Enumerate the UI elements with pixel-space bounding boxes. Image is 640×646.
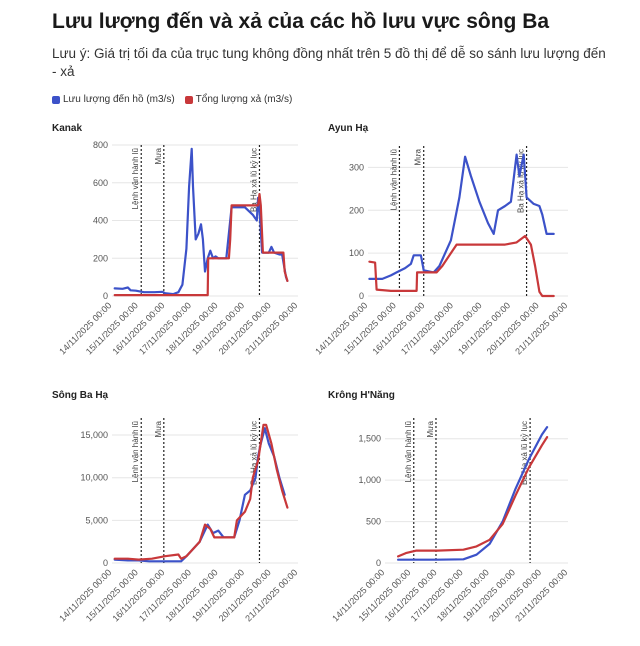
page-subtitle: Lưu ý: Giá trị tối đa của trục tung khôn… <box>52 46 606 79</box>
inflow-series-line <box>368 153 555 280</box>
y-tick-label: 100 <box>349 248 364 258</box>
y-tick-label: 0 <box>103 291 108 301</box>
y-tick-label: 600 <box>93 178 108 188</box>
y-tick-label: 200 <box>93 253 108 263</box>
annotation-label: Mưa <box>154 147 163 164</box>
legend-swatch-outflow <box>184 95 193 104</box>
annotation-label: Ba Hạ xả lũ kỷ lục <box>520 421 529 485</box>
inflow-series-line <box>397 426 549 561</box>
annotation-label: Ba Hạ xả lũ kỷ lục <box>517 149 526 213</box>
annotation-label: Lệnh vận hành lũ <box>131 148 140 209</box>
y-tick-label: 1,000 <box>358 475 381 485</box>
chart-title: Sông Ba Hạ <box>52 390 109 401</box>
y-tick-label: 5,000 <box>85 515 108 525</box>
y-tick-label: 800 <box>93 140 108 150</box>
x-date-label: 21/11/2025 00:00 <box>513 300 569 356</box>
y-tick-label: 0 <box>376 558 381 568</box>
page-title: Lưu lượng đến và xả của các hồ lưu vực s… <box>52 10 550 33</box>
x-date-label: 19/11/2025 00:00 <box>456 300 512 356</box>
y-tick-label: 1,500 <box>358 434 381 444</box>
x-date-label: 20/11/2025 00:00 <box>485 300 541 356</box>
y-tick-label: 0 <box>103 558 108 568</box>
outflow-series-line <box>397 436 549 558</box>
y-tick-label: 0 <box>359 291 364 301</box>
chart-title: Ayun Hạ <box>328 123 369 134</box>
x-date-label: 15/11/2025 00:00 <box>342 300 398 356</box>
legend-item-outflow[interactable]: Tổng lượng xả (m3/s) <box>184 94 293 105</box>
annotation-label: Ba Hạ xả lũ kỷ lục <box>249 421 258 485</box>
legend: Lưu lượng đến hồ (m3/s) Tổng lượng xả (m… <box>52 94 292 105</box>
y-tick-label: 200 <box>349 205 364 215</box>
y-tick-label: 10,000 <box>80 473 108 483</box>
y-tick-label: 500 <box>366 517 381 527</box>
outflow-series-line <box>368 234 555 298</box>
legend-label-outflow: Tổng lượng xả (m3/s) <box>195 94 293 105</box>
annotation-label: Mưa <box>426 420 435 437</box>
y-tick-label: 15,000 <box>80 430 108 440</box>
annotation-label: Mưa <box>414 148 423 165</box>
legend-swatch-inflow <box>52 95 60 104</box>
annotation-label: Lệnh vận hành lũ <box>131 421 140 482</box>
chart-2: Ayun Hạ 0 100 200 300 14/11/2025 00:0015/11/2… <box>313 123 569 356</box>
annotation-label: Lệnh vận hành lũ <box>389 149 398 210</box>
x-date-label: 16/11/2025 00:00 <box>370 300 426 356</box>
x-date-label: 17/11/2025 00:00 <box>399 300 455 356</box>
y-tick-label: 400 <box>93 216 108 226</box>
outflow-series-line <box>113 193 289 297</box>
y-tick-label: 300 <box>349 162 364 172</box>
chart-title: Krông H'Năng <box>328 390 395 401</box>
legend-item-inflow[interactable]: Lưu lượng đến hồ (m3/s) <box>52 94 175 105</box>
annotation-label: Mưa <box>154 420 163 437</box>
x-date-label: 18/11/2025 00:00 <box>428 300 484 356</box>
annotation-label: Lệnh vận hành lũ <box>404 421 413 482</box>
outflow-series-line <box>113 423 289 561</box>
x-date-label: 14/11/2025 00:00 <box>313 300 369 356</box>
legend-label-inflow: Lưu lượng đến hồ (m3/s) <box>63 94 175 105</box>
chart-title: Kanak <box>52 123 82 134</box>
annotation-label: Ba Hạ xả lũ kỷ lục <box>249 148 258 212</box>
